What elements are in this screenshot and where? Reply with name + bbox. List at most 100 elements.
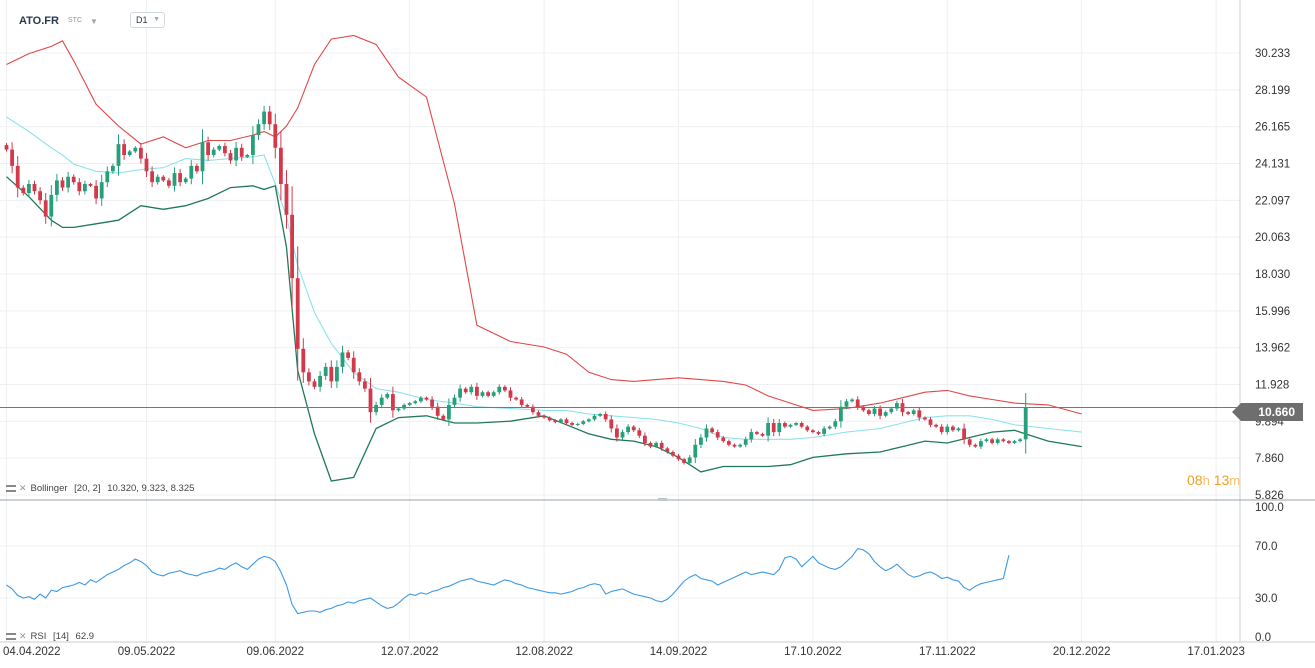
candle-body xyxy=(245,155,250,157)
chart-type-label[interactable]: STC xyxy=(68,17,82,24)
candle-body xyxy=(452,397,457,405)
bollinger-values: 10.320, 9.323, 8.325 xyxy=(107,483,195,494)
chevron-down-icon[interactable]: ▼ xyxy=(90,17,98,26)
candle-body xyxy=(939,426,944,433)
candle-body xyxy=(777,423,782,433)
candle-body xyxy=(178,173,182,183)
candle-body xyxy=(844,401,849,407)
candle-body xyxy=(402,404,406,409)
candle-body xyxy=(962,428,966,440)
bollinger-params: [20, 2] xyxy=(74,483,101,494)
candle-body xyxy=(743,439,748,445)
candle-body xyxy=(654,442,658,447)
timeframe-select[interactable]: D1 ▼ xyxy=(130,12,165,28)
candle-body xyxy=(867,410,871,414)
candle-body xyxy=(542,415,546,418)
candle-body xyxy=(251,135,255,156)
candle-body xyxy=(861,406,866,411)
candle-body xyxy=(4,145,9,150)
x-tick-label: 12.08.2022 xyxy=(515,646,573,658)
candle-body xyxy=(531,406,535,413)
rsi-name: RSI xyxy=(30,631,47,642)
indicator-settings-icon[interactable] xyxy=(6,484,16,492)
candle-body xyxy=(183,178,188,183)
candle-body xyxy=(10,149,14,166)
candle-body xyxy=(38,191,42,201)
candle-body xyxy=(945,426,950,433)
close-icon[interactable]: ✕ xyxy=(19,483,27,493)
candle-body xyxy=(351,357,356,373)
candle-body xyxy=(234,147,238,161)
candle-body xyxy=(430,399,434,407)
candle-body xyxy=(301,348,306,373)
candle-body xyxy=(217,145,222,150)
candle-body xyxy=(133,147,138,152)
candle-body xyxy=(1001,439,1006,442)
candle-body xyxy=(94,185,98,199)
close-icon[interactable]: ✕ xyxy=(19,631,27,641)
candle-body xyxy=(447,404,451,420)
candle-body xyxy=(1018,439,1022,442)
candle-body xyxy=(155,176,160,183)
rsi-y-tick-label: 30.0 xyxy=(1255,593,1277,605)
candle-body xyxy=(676,455,681,460)
candle-body xyxy=(323,366,328,376)
candle-body xyxy=(917,410,922,418)
bollinger-name: Bollinger xyxy=(30,483,68,494)
candle-body xyxy=(374,404,378,413)
candle-body xyxy=(553,420,558,423)
candle-body xyxy=(407,403,412,405)
candle-body xyxy=(547,417,552,421)
y-tick-label: 26.165 xyxy=(1255,122,1290,134)
candle-body xyxy=(441,415,446,420)
candle-body xyxy=(615,428,619,438)
candle-body xyxy=(111,165,115,172)
candle-body xyxy=(771,423,776,433)
candle-body xyxy=(788,424,793,427)
bollinger-upper-band xyxy=(6,34,1082,415)
candle-body xyxy=(27,183,31,194)
panel-resize-handle-icon xyxy=(658,498,667,501)
candle-body xyxy=(995,439,1000,443)
candle-body xyxy=(827,426,832,429)
candle-body xyxy=(850,399,854,402)
x-tick-label: 09.06.2022 xyxy=(247,646,305,658)
candle-body xyxy=(928,419,933,425)
candle-body xyxy=(83,183,87,192)
x-tick-label: 09.05.2022 xyxy=(118,646,176,658)
candle-body xyxy=(172,173,177,186)
candle-body xyxy=(318,375,322,387)
indicator-settings-icon[interactable] xyxy=(6,632,16,640)
candle-body xyxy=(687,457,692,463)
candle-body xyxy=(463,388,468,393)
symbol-label[interactable]: ATO.FR xyxy=(19,15,59,27)
timer-hours-unit: h xyxy=(1202,473,1210,488)
bollinger-lower-band xyxy=(6,176,1082,482)
candle-countdown: 08h 13m xyxy=(1187,472,1240,488)
candle-body xyxy=(60,180,65,188)
candle-body xyxy=(161,176,166,181)
candle-body xyxy=(508,390,513,398)
candle-body xyxy=(956,428,961,431)
candle-body xyxy=(385,394,390,398)
candle-body xyxy=(766,423,770,436)
candle-body xyxy=(620,432,625,438)
candle-body xyxy=(794,423,798,425)
candle-body xyxy=(458,388,462,398)
candle-body xyxy=(626,426,630,433)
timer-minutes: 13 xyxy=(1213,472,1230,488)
candle-body xyxy=(189,165,194,179)
rsi-legend[interactable]: ✕ RSI [14] 62.9 xyxy=(6,631,94,642)
candle-body xyxy=(480,392,485,396)
candle-body xyxy=(783,423,787,427)
candle-body xyxy=(105,171,110,183)
candle-body xyxy=(906,412,910,414)
bollinger-legend[interactable]: ✕ Bollinger [20, 2] 10.320, 9.323, 8.325 xyxy=(6,483,194,494)
candle-body xyxy=(855,399,860,407)
candle-body xyxy=(514,397,518,400)
candle-body xyxy=(755,432,759,434)
candle-body xyxy=(167,180,171,186)
candle-body xyxy=(379,397,384,405)
